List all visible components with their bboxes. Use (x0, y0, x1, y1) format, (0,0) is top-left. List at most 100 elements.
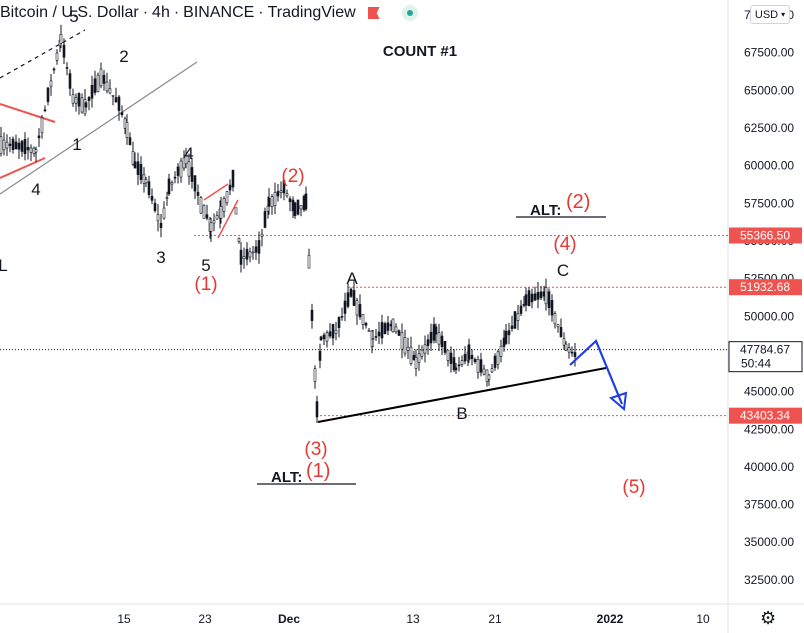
candle-body (74, 97, 78, 104)
candle-body (559, 327, 563, 338)
wave-label: (4) (553, 234, 576, 255)
candle-body (20, 140, 24, 152)
candle-body (193, 175, 197, 192)
countdown-label: 50:44 (741, 357, 771, 371)
candle-body (564, 343, 568, 351)
candle-body (71, 94, 75, 104)
wave-label: 4 (184, 144, 193, 163)
x-tick-label: 23 (198, 612, 212, 626)
candle-body (507, 330, 511, 336)
candle-body (437, 332, 441, 345)
wave-label: C (557, 261, 569, 280)
x-tick-label: 21 (488, 612, 502, 626)
candle-body (117, 96, 121, 111)
candle-body (93, 78, 97, 93)
candle-body (343, 300, 347, 314)
candle-body (0, 136, 3, 154)
candle-body (212, 220, 216, 224)
channel-line-upper (0, 29, 86, 79)
candle-body (457, 364, 461, 367)
candle-body (99, 68, 103, 87)
candle-body (482, 368, 486, 375)
candle-body (257, 240, 261, 254)
candle-body (87, 97, 91, 101)
candle-body (68, 73, 72, 89)
price-level-tag (729, 227, 802, 244)
candle-body (222, 198, 226, 212)
candle-body (391, 318, 395, 333)
candle-body (29, 147, 33, 153)
timeframe-label[interactable]: 4h (152, 4, 170, 21)
candle-body (400, 331, 404, 350)
triangle-trendline (317, 367, 607, 423)
candle-body (139, 164, 143, 180)
gear-icon[interactable]: ⚙ (760, 608, 777, 628)
candle-body (510, 325, 514, 329)
candle-body (190, 167, 194, 182)
candle-body (340, 315, 344, 318)
count-title: COUNT #1 (383, 43, 457, 60)
candle-body (394, 326, 398, 333)
market-status-icon[interactable] (401, 5, 418, 21)
candle-body (573, 352, 577, 357)
alt-wave-label: (1) (306, 460, 330, 482)
candle-body (49, 80, 53, 87)
candle-body (567, 347, 571, 353)
candle-body (513, 311, 517, 329)
symbol-title[interactable]: Bitcoin / U.S. Dollar (0, 4, 139, 21)
x-tick-label: 10 (696, 612, 710, 626)
candle-body (263, 211, 267, 228)
flag-icon[interactable] (367, 7, 380, 19)
candle-body (46, 87, 50, 102)
candle-body (170, 181, 174, 185)
candle-body (34, 149, 38, 153)
candle-body (234, 207, 238, 215)
candle-body (120, 112, 124, 116)
candle-body (530, 293, 534, 303)
wave-label: 4 (31, 180, 40, 199)
candle-body (5, 141, 9, 149)
alt-prefix: ALT: (530, 202, 561, 219)
currency-selector[interactable]: USD ▾ (750, 5, 790, 24)
candle-body (225, 191, 229, 204)
candle-body (231, 170, 235, 188)
price-level-label: 43403.34 (740, 409, 790, 423)
trendline-red (203, 183, 229, 201)
wave-label: L (0, 256, 8, 275)
candle-body (524, 294, 528, 306)
candle-body (142, 174, 146, 184)
candle-body (40, 117, 44, 134)
currency-label: USD (754, 8, 779, 21)
candle-body (153, 202, 157, 212)
y-tick-label: 60000.00 (744, 159, 794, 173)
platform-label: TradingView (267, 4, 356, 21)
candle-body (299, 205, 303, 210)
candle-body (349, 288, 353, 297)
candle-body (367, 330, 371, 332)
trendline-red (0, 103, 56, 123)
candle-body (423, 344, 427, 354)
header-separator: · (173, 4, 180, 21)
candle-body (487, 374, 491, 380)
candle-body (414, 357, 418, 369)
candle-body (128, 137, 132, 146)
candle-body (114, 97, 118, 103)
wave-label: (5) (622, 477, 645, 498)
wave-label: 5 (201, 256, 210, 275)
x-tick-label: Dec (278, 612, 300, 626)
candle-body (173, 176, 177, 179)
y-tick-label: 42500.00 (744, 422, 794, 436)
candle-body (131, 151, 135, 165)
candle-body (426, 339, 430, 346)
candle-body (406, 346, 410, 351)
y-tick-label: 45000.00 (744, 385, 794, 399)
candle-body (187, 161, 191, 177)
candle-body (136, 161, 140, 175)
projection-arrowhead (608, 391, 628, 411)
y-tick-label: 40000.00 (744, 460, 794, 474)
candle-body (334, 329, 338, 334)
candle-body (470, 354, 474, 359)
candle-body (2, 139, 6, 151)
candle-body (267, 198, 271, 207)
